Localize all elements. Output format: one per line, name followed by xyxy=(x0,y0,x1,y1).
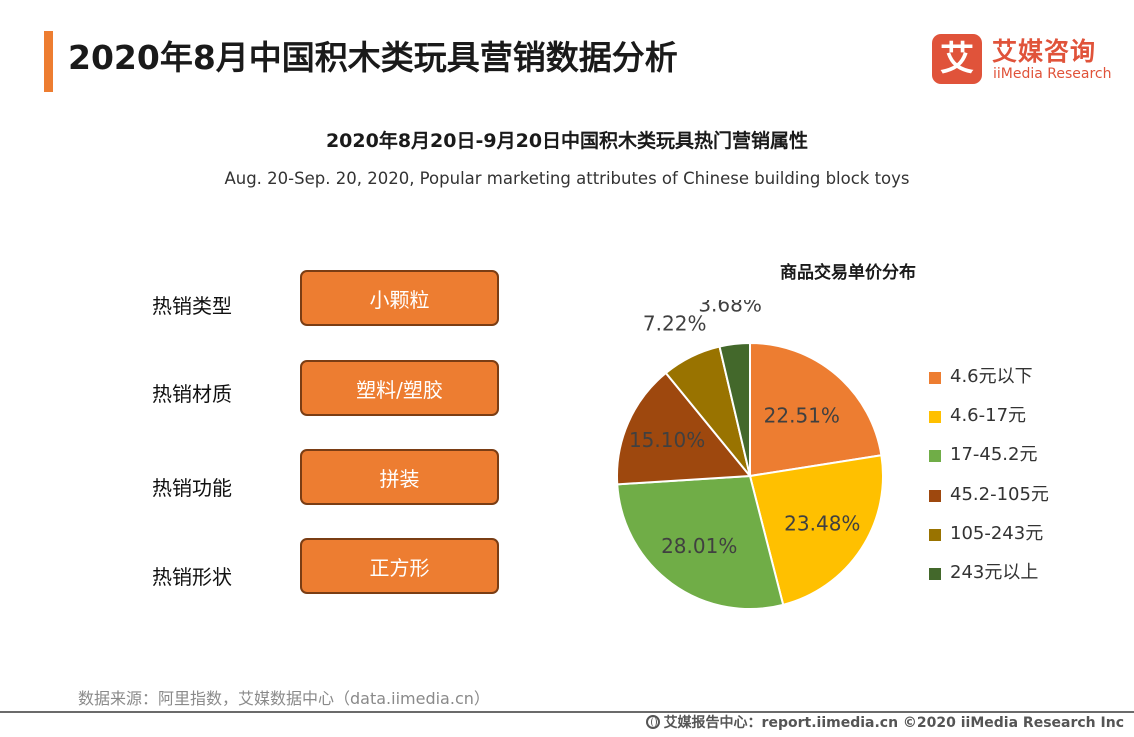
pie-data-label: 3.68% xyxy=(698,300,762,316)
iimedia-logo: 艾 艾媒咨询 iiMedia Research xyxy=(932,30,1122,88)
attribute-value-function: 拼装 xyxy=(300,449,499,505)
pie-slice xyxy=(748,454,884,607)
footer-text: 艾媒报告中心：report.iimedia.cn ©2020 iiMedia R… xyxy=(663,715,1124,731)
price-distribution-pie-chart: 22.51% 23.48% 28.01% 15.10% 7.22%3.68% xyxy=(615,300,884,610)
attribute-label-type: 热销类型 xyxy=(152,294,232,318)
legend-swatch xyxy=(929,411,941,423)
legend-label: 105-243元 xyxy=(950,523,1044,544)
legend-label: 4.6-17元 xyxy=(950,405,1027,426)
pie-data-label: 28.01% xyxy=(661,534,737,558)
attribute-value-material: 塑料/塑胶 xyxy=(300,360,499,416)
pie-slice xyxy=(749,341,883,478)
attribute-label-material: 热销材质 xyxy=(152,382,232,406)
legend-swatch xyxy=(929,372,941,384)
pie-data-label: 23.48% xyxy=(784,512,860,536)
pie-data-label: 7.22% xyxy=(643,311,707,335)
pie-slice xyxy=(615,371,753,486)
legend-label: 243元以上 xyxy=(950,562,1039,583)
chart-subtitle-en: Aug. 20-Sep. 20, 2020, Popular marketing… xyxy=(224,169,910,188)
legend-swatch xyxy=(929,568,941,580)
logo-name-en: iiMedia Research xyxy=(993,66,1112,82)
attribute-label-shape: 热销形状 xyxy=(152,565,232,589)
pie-chart-title: 商品交易单价分布 xyxy=(780,263,916,283)
attribute-value-shape: 正方形 xyxy=(300,538,499,594)
title-accent-bar xyxy=(44,31,53,92)
chart-subtitle-cn: 2020年8月20日-9月20日中国积木类玩具热门营销属性 xyxy=(325,130,809,152)
globe-icon xyxy=(645,715,660,729)
data-source-note: 数据来源：阿里指数，艾媒数据中心（data.iimedia.cn） xyxy=(78,689,490,708)
attribute-value-type: 小颗粒 xyxy=(300,270,499,326)
legend-label: 17-45.2元 xyxy=(950,444,1038,465)
pie-data-label: 15.10% xyxy=(629,428,705,452)
legend-swatch xyxy=(929,450,941,462)
legend-swatch xyxy=(929,490,941,502)
page-title: 2020年8月中国积木类玩具营销数据分析 xyxy=(68,38,678,77)
logo-mark: 艾 xyxy=(932,34,982,84)
legend-swatch xyxy=(929,529,941,541)
pie-slice xyxy=(718,341,751,477)
footer: 艾媒报告中心：report.iimedia.cn ©2020 iiMedia R… xyxy=(645,713,1124,733)
pie-data-label: 22.51% xyxy=(764,403,840,427)
attribute-label-function: 热销功能 xyxy=(152,476,232,500)
footer-divider xyxy=(0,711,1134,713)
legend-label: 4.6元以下 xyxy=(950,366,1033,387)
pie-slice xyxy=(616,474,785,610)
logo-name-cn: 艾媒咨询 xyxy=(992,37,1097,66)
legend-label: 45.2-105元 xyxy=(950,484,1049,505)
